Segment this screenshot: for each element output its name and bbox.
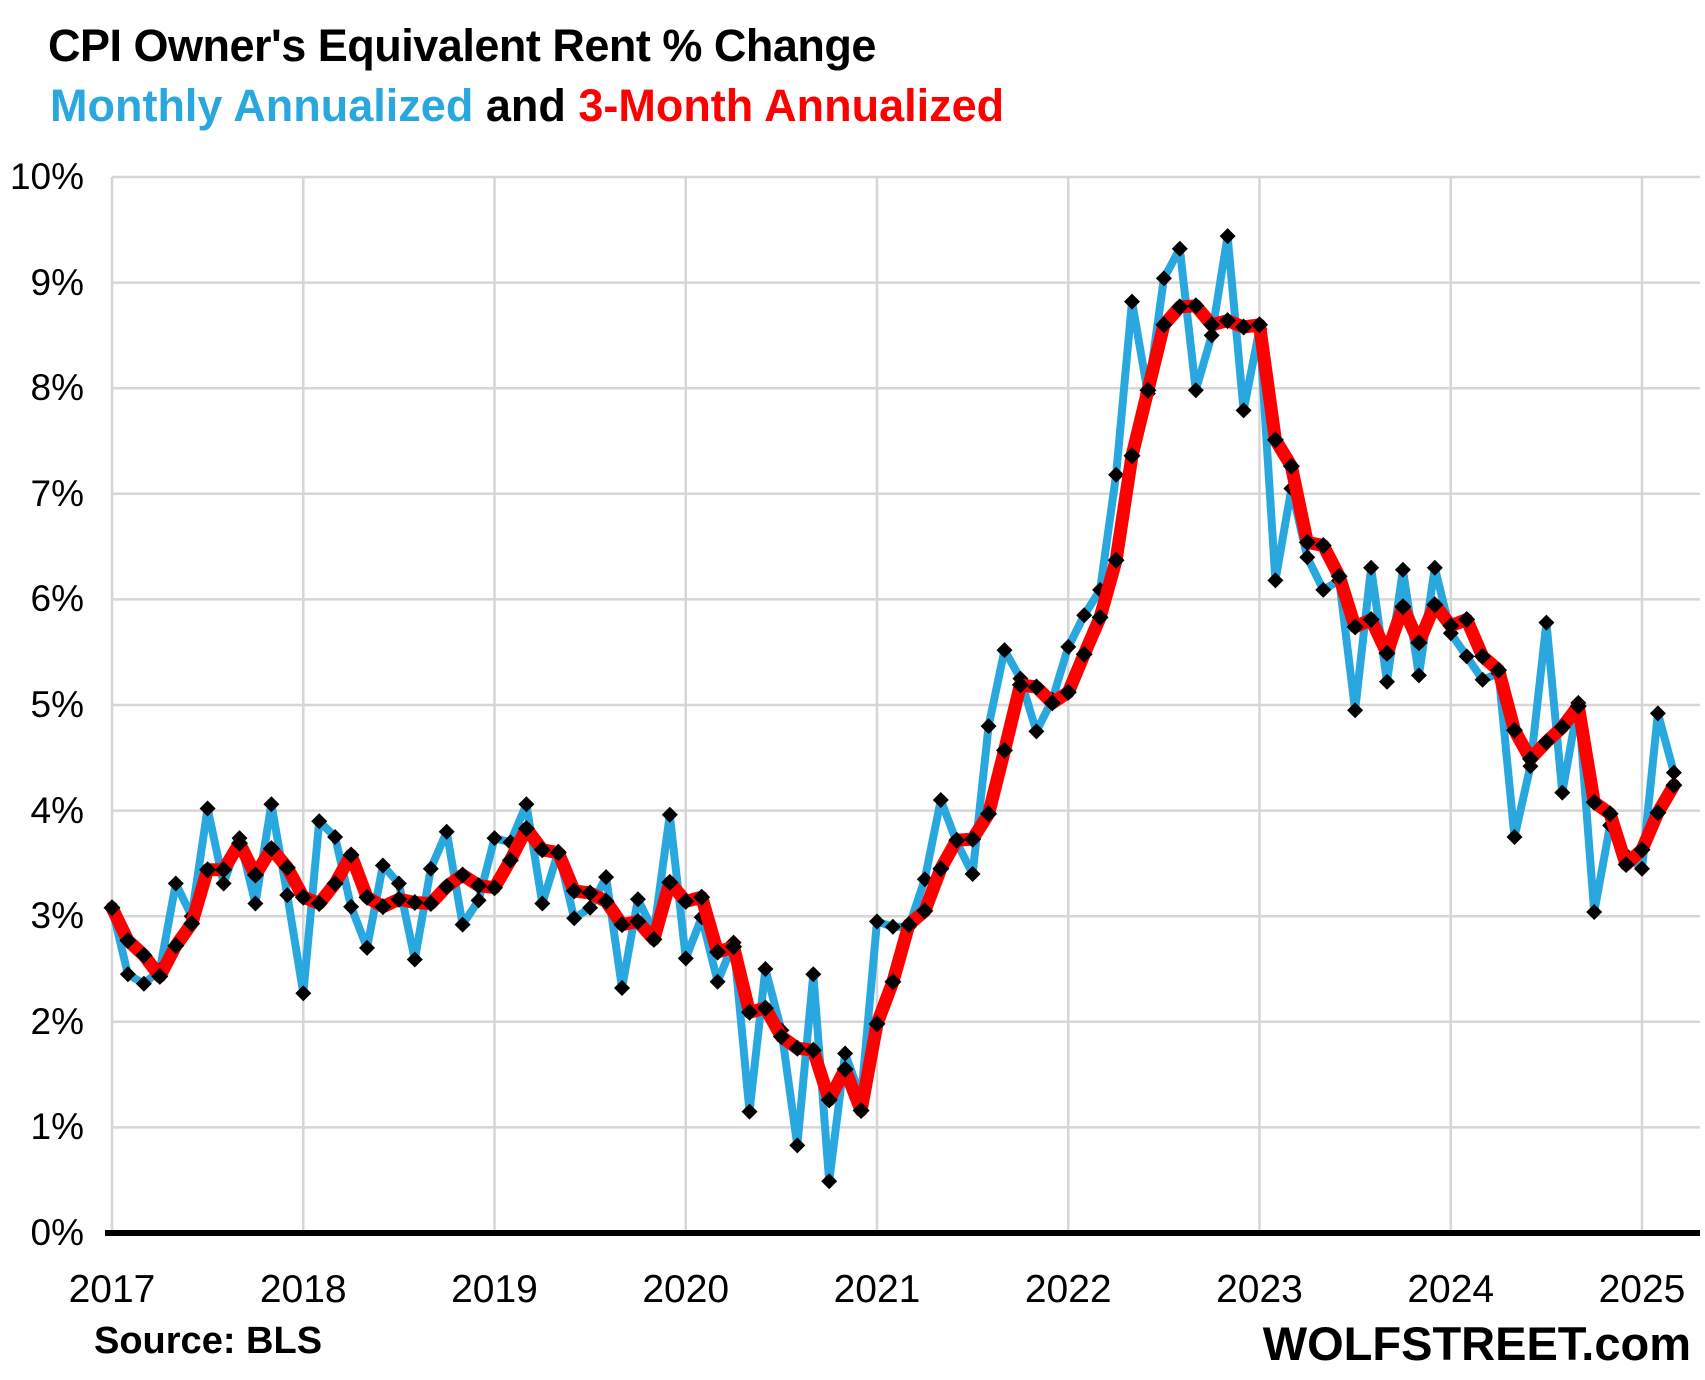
y-tick-label: 0% [30, 1212, 84, 1253]
y-tick-label: 3% [30, 895, 84, 937]
x-tick-label: 2024 [1407, 1268, 1495, 1311]
chart-subtitle: Monthly Annualized and 3-Month Annualize… [50, 80, 1004, 132]
y-tick-label: 8% [30, 367, 84, 409]
y-tick-label: 6% [30, 578, 84, 620]
x-tick-label: 2022 [1024, 1268, 1112, 1311]
x-tick-label: 2023 [1216, 1268, 1303, 1311]
legend-3-month-annualized: 3-Month Annualized [578, 80, 1005, 131]
x-tick-label: 2025 [1598, 1268, 1686, 1311]
subtitle-and: and [473, 80, 579, 131]
y-tick-label: 9% [30, 261, 84, 303]
y-tick-label: 10% [9, 156, 84, 197]
x-tick-label: 2019 [451, 1268, 538, 1311]
legend-monthly-annualized: Monthly Annualized [50, 80, 474, 131]
x-tick-label: 2017 [68, 1268, 156, 1311]
y-tick-label: 4% [30, 789, 84, 831]
site-branding: WOLFSTREET.com [1262, 1317, 1691, 1370]
x-tick-label: 2020 [642, 1268, 730, 1311]
y-tick-label: 1% [30, 1106, 84, 1148]
x-tick-label: 2021 [833, 1268, 921, 1311]
y-tick-label: 5% [30, 684, 84, 725]
chart-title: CPI Owner's Equivalent Rent % Change [48, 20, 876, 71]
y-tick-label: 7% [30, 472, 84, 514]
source-note: Source: BLS [94, 1320, 323, 1362]
x-tick-label: 2018 [259, 1268, 347, 1311]
y-tick-label: 2% [30, 1000, 84, 1042]
